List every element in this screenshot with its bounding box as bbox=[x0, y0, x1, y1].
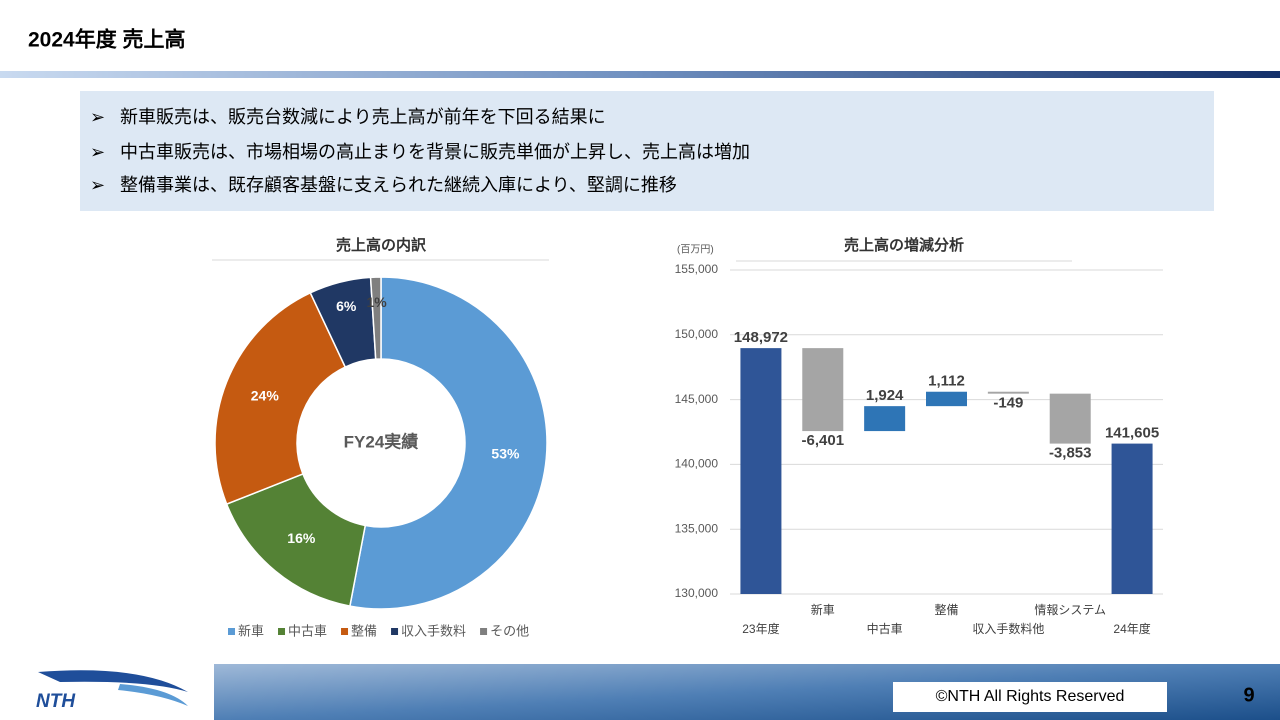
bar bbox=[802, 348, 844, 432]
bullet-arrow: ➢ bbox=[90, 142, 105, 162]
bullet-box bbox=[80, 91, 1214, 211]
y-tick-label: 130,000 bbox=[675, 586, 719, 600]
chart-title: 売上高の増減分析 bbox=[844, 236, 964, 254]
data-label: -149 bbox=[993, 395, 1023, 412]
bullet-arrow: ➢ bbox=[90, 107, 105, 127]
x-tick-label: 新車 bbox=[811, 602, 835, 617]
logo-swoosh bbox=[38, 670, 188, 692]
x-tick-label: 情報システム bbox=[1034, 603, 1106, 617]
data-label: 1,924 bbox=[866, 387, 904, 404]
logo-text: NTH bbox=[36, 691, 76, 712]
y-tick-label: 155,000 bbox=[675, 262, 719, 276]
x-tick-label: 24年度 bbox=[1113, 621, 1150, 636]
legend-swatch bbox=[391, 628, 399, 635]
center-label: FY24実績 bbox=[344, 431, 419, 451]
header-band bbox=[0, 71, 1280, 78]
bullet: 中古車販売は、市場相場の高止まりを背景に販売単価が上昇し、売上高は増加 bbox=[120, 142, 750, 162]
data-label: 1% bbox=[366, 294, 387, 310]
bar bbox=[1049, 393, 1091, 444]
bar bbox=[926, 391, 967, 407]
legend-label: 新車 bbox=[238, 623, 264, 638]
donut-slice bbox=[369, 276, 382, 360]
data-label: 16% bbox=[287, 530, 316, 546]
legend-swatch bbox=[278, 628, 286, 635]
copyright: ©NTH All Rights Reserved bbox=[936, 688, 1125, 705]
legend-label: その他 bbox=[490, 623, 529, 638]
y-tick-label: 140,000 bbox=[675, 457, 719, 471]
data-label: 1,112 bbox=[928, 373, 965, 390]
donut-slice bbox=[349, 276, 548, 610]
legend-label: 収入手数料 bbox=[401, 623, 466, 638]
bar bbox=[987, 391, 1029, 394]
x-tick-label: 23年度 bbox=[742, 621, 779, 636]
bar bbox=[1111, 443, 1153, 594]
data-label: 24% bbox=[251, 388, 280, 404]
data-label: -3,853 bbox=[1049, 445, 1092, 462]
x-tick-label: 整備 bbox=[934, 602, 958, 617]
logo-swoosh bbox=[118, 684, 188, 706]
legend-swatch bbox=[341, 628, 349, 635]
x-tick-label: 中古車 bbox=[867, 621, 903, 636]
bar bbox=[740, 348, 782, 594]
slide-title: 2024年度 売上高 bbox=[28, 28, 186, 52]
donut-slice bbox=[214, 291, 347, 506]
page-number: 9 bbox=[1243, 684, 1254, 706]
y-tick-label: 135,000 bbox=[675, 521, 719, 535]
bullet-arrow: ➢ bbox=[90, 175, 105, 195]
bar bbox=[864, 406, 906, 432]
data-label: 141,605 bbox=[1105, 425, 1159, 442]
bullet: 新車販売は、販売台数減により売上高が前年を下回る結果に bbox=[120, 107, 606, 127]
data-label: 53% bbox=[491, 445, 520, 461]
data-label: -6,401 bbox=[802, 432, 845, 449]
legend-label: 中古車 bbox=[288, 623, 327, 638]
x-tick-label: 収入手数料他 bbox=[972, 621, 1044, 636]
bullet: 整備事業は、既存顧客基盤に支えられた継続入庫により、堅調に推移 bbox=[120, 175, 677, 195]
legend-swatch bbox=[228, 628, 235, 635]
data-label: 148,972 bbox=[734, 329, 788, 346]
unit-label: (百万円) bbox=[677, 244, 714, 256]
y-tick-label: 145,000 bbox=[675, 392, 719, 406]
data-label: 6% bbox=[336, 298, 357, 314]
chart-title: 売上高の内訳 bbox=[336, 236, 427, 254]
legend-swatch bbox=[480, 628, 488, 635]
copyright-box bbox=[893, 682, 1167, 712]
y-tick-label: 150,000 bbox=[675, 327, 719, 341]
legend-label: 整備 bbox=[351, 623, 377, 638]
